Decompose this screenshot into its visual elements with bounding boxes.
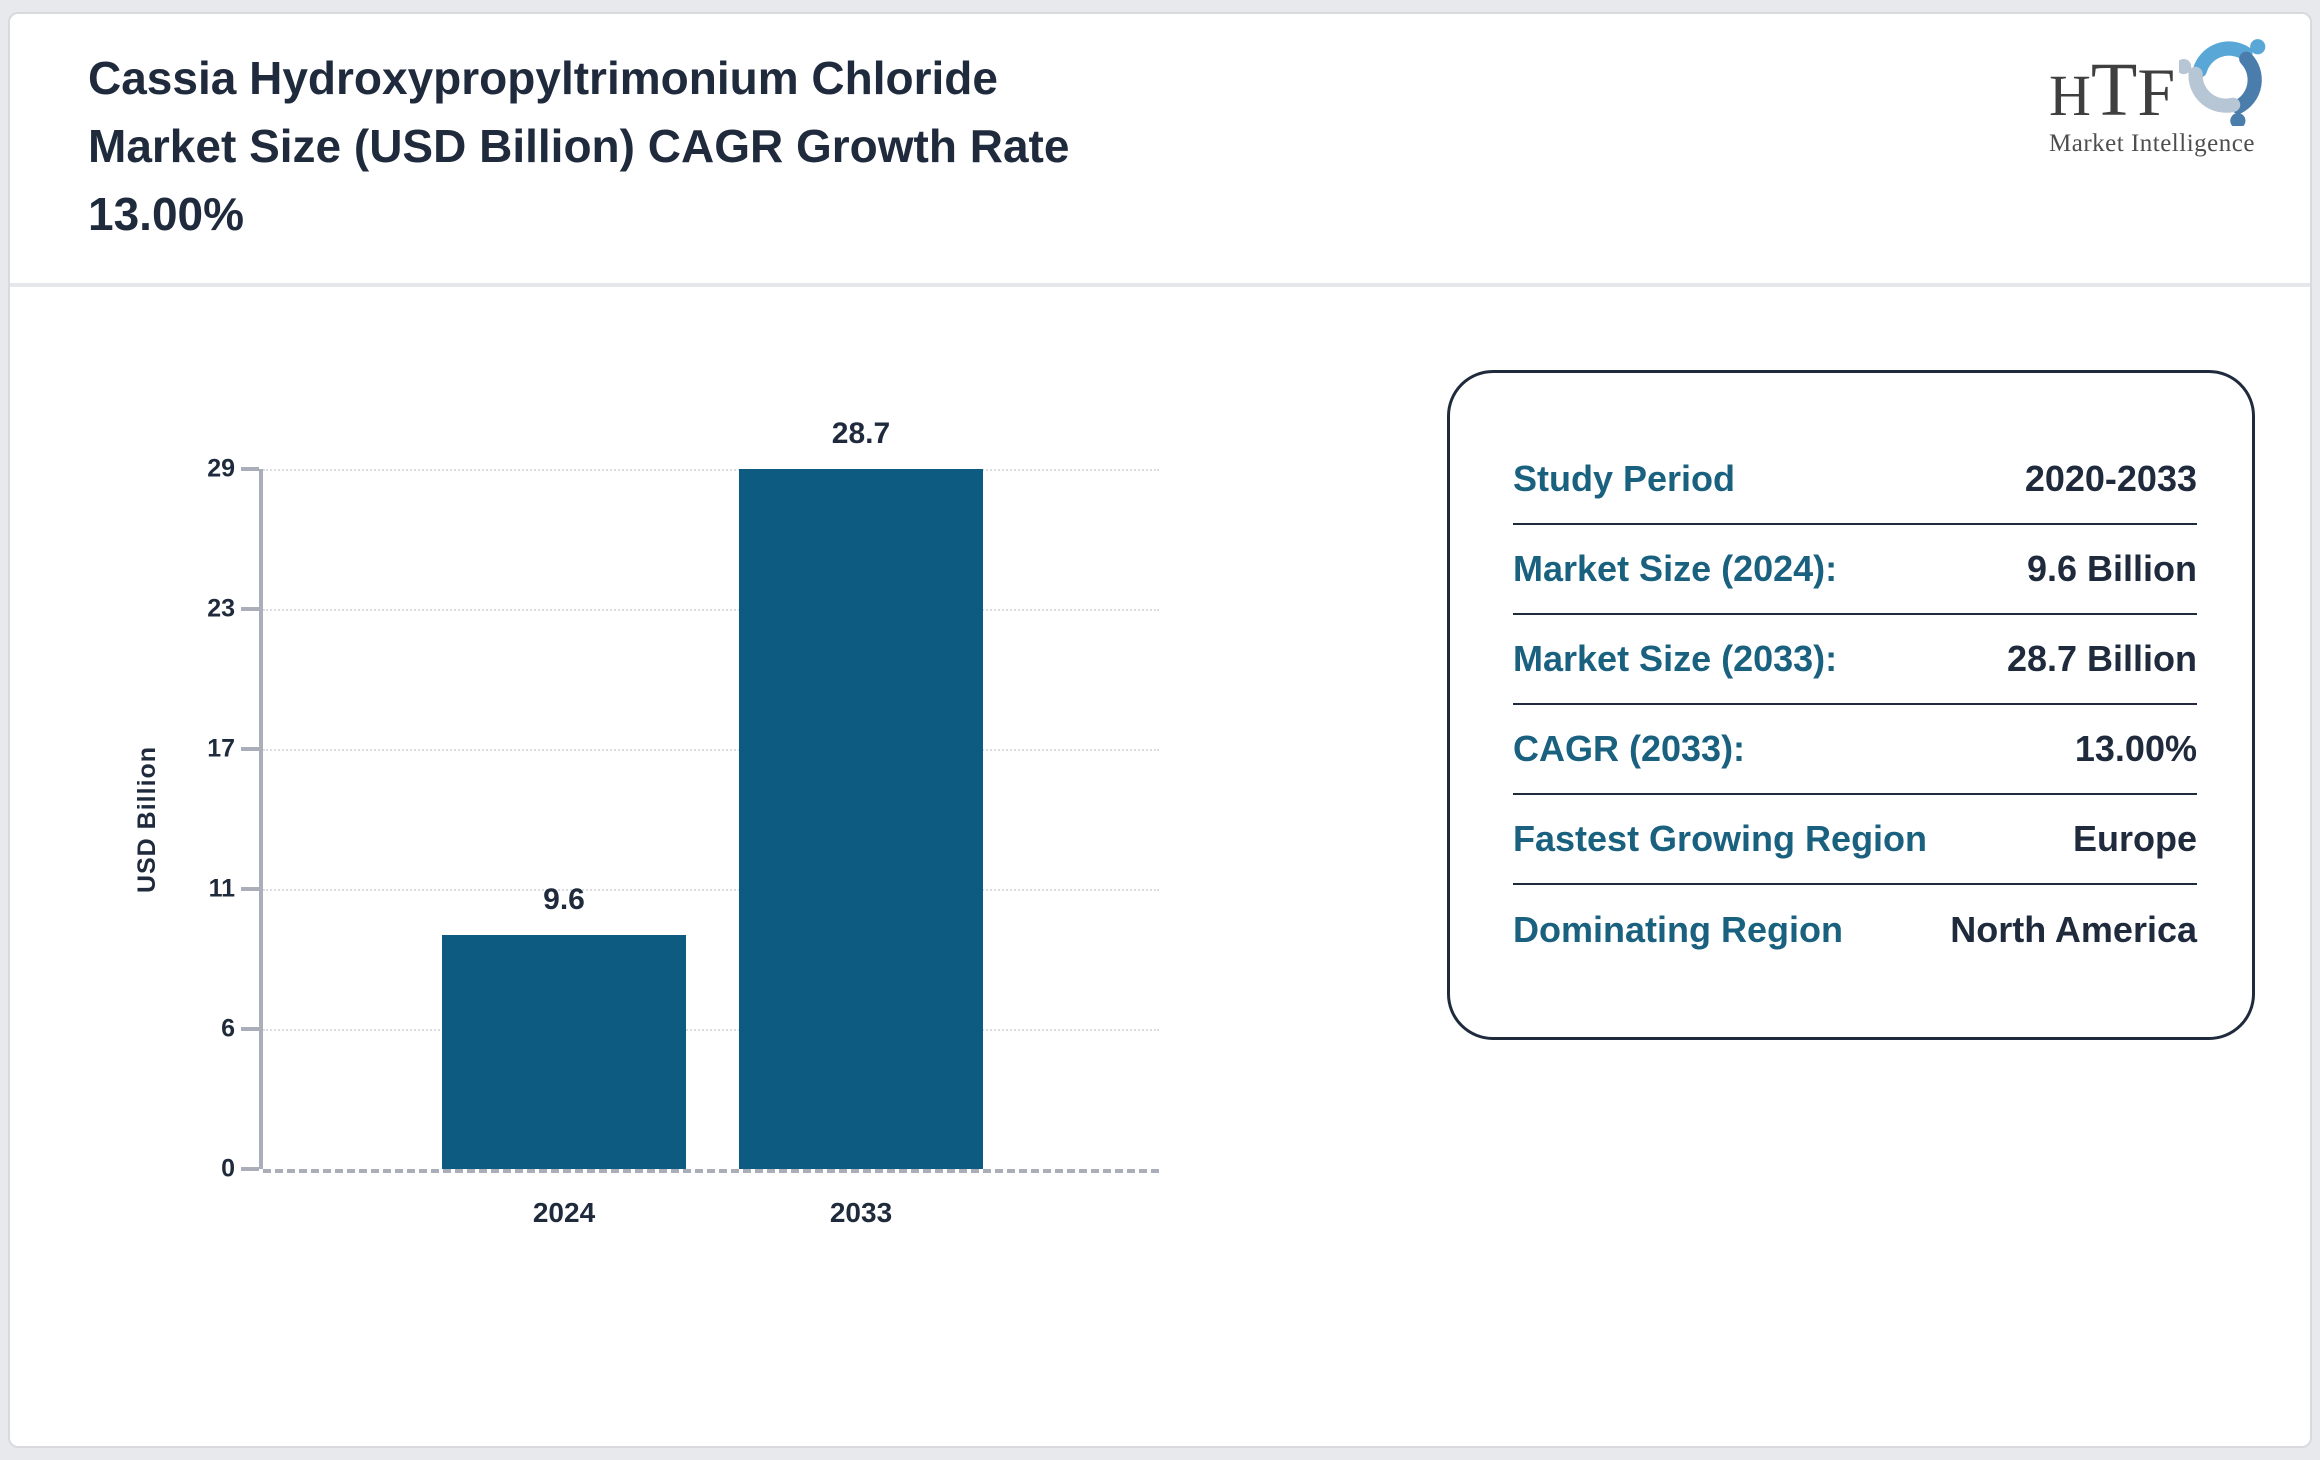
logo-letter-h: H (2049, 63, 2091, 128)
panel-label: Market Size (2033): (1513, 638, 1838, 679)
market-summary-panel: Study Period 2020-2033 Market Size (2024… (1447, 370, 2255, 1040)
y-axis-title: USD Billion (133, 745, 162, 893)
y-tickmark-29 (241, 467, 259, 471)
logo-letter-f: F (2137, 54, 2176, 130)
htf-logo-subtitle: Market Intelligence (2049, 130, 2255, 157)
panel-value: 28.7 Billion (2006, 638, 2197, 679)
y-axis-title-wrap: USD Billion (118, 469, 178, 1169)
panel-label: CAGR (2033): (1513, 728, 1746, 769)
panel-row-cagr: CAGR (2033): 13.00% (1513, 705, 2197, 795)
page-title: Cassia Hydroxypropyltrimonium Chloride M… (88, 44, 1428, 248)
panel-row-fastest-growing-region: Fastest Growing Region Europe (1513, 795, 2197, 885)
panel-label: Market Size (2024): (1513, 548, 1838, 589)
header-divider (10, 283, 2310, 287)
panel-row-dominating-region: Dominating Region North America (1513, 885, 2197, 975)
page-title-line1: Cassia Hydroxypropyltrimonium Chloride (88, 52, 998, 104)
panel-label: Dominating Region (1513, 909, 1843, 950)
y-ticklabel-11: 11 (208, 874, 235, 903)
bar-2024 (442, 935, 686, 1169)
gridline-y-29 (263, 469, 1159, 471)
gridline-y-6 (263, 1029, 1159, 1031)
gridline-y-17 (263, 749, 1159, 751)
y-ticklabel-17: 17 (207, 734, 235, 763)
logo-letter-t: T (2090, 48, 2138, 132)
bar-value-label-2033: 28.7 (831, 417, 891, 450)
panel-value: Europe (2072, 818, 2197, 859)
x-ticklabel-2033: 2033 (829, 1197, 893, 1228)
y-tickmark-23 (241, 607, 259, 611)
htf-logo-wordmark: H T F (2049, 52, 2175, 128)
htf-people-swirl-icon (2179, 39, 2266, 126)
y-ticklabel-29: 29 (207, 454, 235, 483)
gridline-y-0 (263, 1169, 1159, 1173)
y-tickmark-11 (241, 887, 259, 891)
panel-row-study-period: Study Period 2020-2033 (1513, 435, 2197, 525)
y-ticklabel-0: 0 (221, 1154, 235, 1183)
bar-2033 (739, 469, 983, 1169)
htf-logo: H T F Market Intelligence (2049, 30, 2274, 158)
page-title-line3: 13.00% (88, 188, 245, 240)
panel-value: 9.6 Billion (2026, 548, 2197, 589)
panel-row-market-size-2024: Market Size (2024): 9.6 Billion (1513, 525, 2197, 615)
page-title-line2: Market Size (USD Billion) CAGR Growth Ra… (88, 120, 1070, 172)
y-tickmark-6 (241, 1027, 259, 1031)
panel-row-market-size-2033: Market Size (2033): 28.7 Billion (1513, 615, 2197, 705)
bar-chart-plot-area: 0 6 11 17 23 29 9.6 2024 28.7 2033 (207, 417, 1159, 1228)
y-tickmark-17 (241, 747, 259, 751)
y-tickmark-0 (241, 1167, 259, 1171)
x-ticklabel-2024: 2024 (532, 1197, 596, 1228)
panel-value: 2020-2033 (2024, 458, 2197, 499)
y-ticklabel-23: 23 (207, 594, 235, 623)
panel-label: Fastest Growing Region (1513, 818, 1928, 859)
bar-value-label-2024: 9.6 (543, 883, 585, 916)
panel-label: Study Period (1513, 458, 1736, 499)
gridline-y-11 (263, 889, 1159, 891)
y-ticklabel-6: 6 (221, 1014, 235, 1043)
gridline-y-23 (263, 609, 1159, 611)
panel-value: 13.00% (2074, 728, 2197, 769)
panel-value: North America (1950, 909, 2197, 950)
